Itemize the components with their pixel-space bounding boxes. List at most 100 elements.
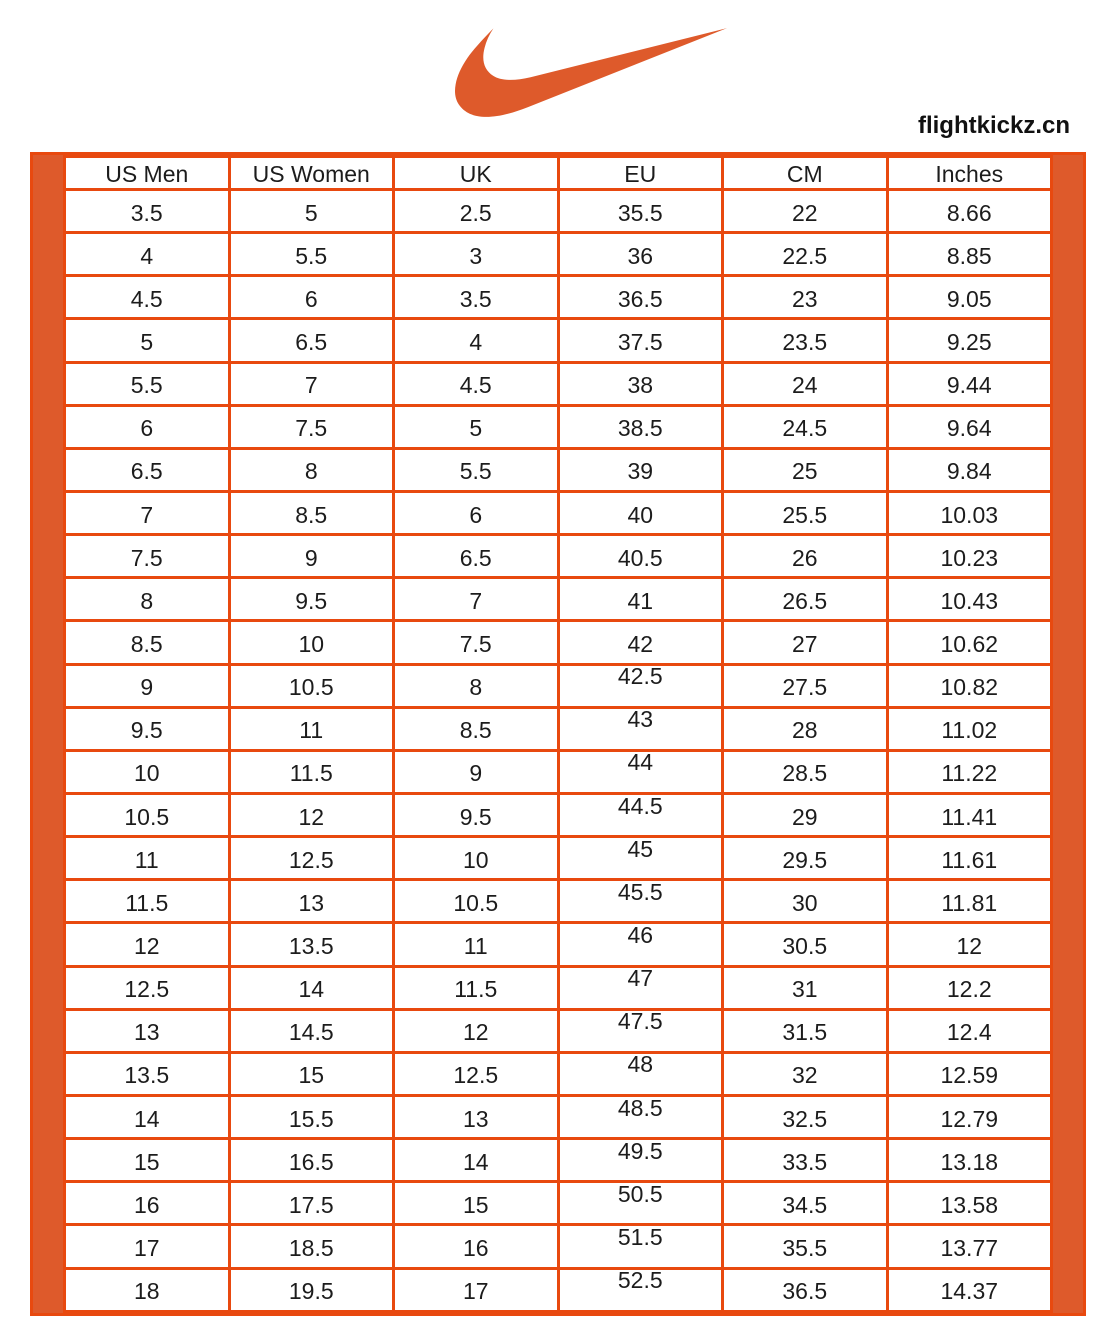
size-cell: 8.85 bbox=[885, 231, 1053, 278]
size-cell: 29.5 bbox=[721, 835, 889, 882]
size-cell: 15 bbox=[392, 1180, 560, 1227]
size-cell: 16 bbox=[392, 1223, 560, 1270]
size-cell: 46 bbox=[556, 921, 724, 968]
table-row: 4 5.5 3 36 22.5 8.85 bbox=[63, 231, 1053, 278]
size-cell: 24 bbox=[721, 360, 889, 407]
size-cell: 7 bbox=[63, 489, 231, 537]
size-cell: 28 bbox=[721, 705, 889, 752]
size-cell: 13.5 bbox=[227, 921, 395, 968]
table-row: 5 6.5 4 37.5 23.5 9.25 bbox=[63, 317, 1053, 364]
size-cell: 23.5 bbox=[721, 317, 889, 364]
table-row: 13 14.5 12 47.5 31.5 12.4 bbox=[63, 1007, 1053, 1054]
size-cell: 12.5 bbox=[392, 1050, 560, 1097]
size-cell: 8.66 bbox=[885, 187, 1053, 235]
size-chart: US Men US Women UK EU CM Inches 3.5 5 2.5 35.5 22… bbox=[30, 152, 1086, 1316]
size-cell: 11.22 bbox=[885, 748, 1053, 795]
size-cell: 9 bbox=[227, 533, 395, 580]
table-row: 17 18.5 16 51.5 35.5 13.77 bbox=[63, 1223, 1053, 1270]
size-cell: 12.2 bbox=[885, 964, 1053, 1011]
size-cell: 18 bbox=[63, 1266, 231, 1314]
size-cell: 6 bbox=[63, 403, 231, 450]
size-cell: 17 bbox=[63, 1223, 231, 1270]
size-cell: 16 bbox=[63, 1180, 231, 1227]
size-cell: 11.5 bbox=[392, 964, 560, 1011]
table-row: 15 16.5 14 49.5 33.5 13.18 bbox=[63, 1137, 1053, 1184]
size-cell: 26.5 bbox=[721, 576, 889, 623]
size-cell: 35.5 bbox=[721, 1223, 889, 1270]
size-cell: 7 bbox=[227, 360, 395, 407]
size-conversion-table: US Men US Women UK EU CM Inches 3.5 5 2.5 35.5 22… bbox=[63, 155, 1053, 1314]
size-cell: 34.5 bbox=[721, 1180, 889, 1227]
size-cell: 11.5 bbox=[63, 878, 231, 925]
size-cell: 43 bbox=[556, 705, 724, 752]
size-cell: 42 bbox=[556, 619, 724, 666]
size-cell: 11 bbox=[63, 835, 231, 882]
size-cell: 10 bbox=[63, 748, 231, 795]
size-cell: 45.5 bbox=[556, 878, 724, 925]
table-body: 3.5 5 2.5 35.5 22 8.66 4 5.5 3 36 22.5 8.85 4.5 6 3.5 3… bbox=[63, 187, 1053, 1314]
size-cell: 18.5 bbox=[227, 1223, 395, 1270]
size-cell: 42.5 bbox=[556, 662, 724, 709]
size-cell: 35.5 bbox=[556, 187, 724, 235]
size-cell: 10 bbox=[392, 835, 560, 882]
size-cell: 22.5 bbox=[721, 231, 889, 278]
size-cell: 13 bbox=[227, 878, 395, 925]
size-cell: 6.5 bbox=[227, 317, 395, 364]
size-cell: 39 bbox=[556, 446, 724, 493]
size-cell: 38 bbox=[556, 360, 724, 407]
table-row: 11.5 13 10.5 45.5 30 11.81 bbox=[63, 878, 1053, 925]
size-cell: 12 bbox=[63, 921, 231, 968]
size-cell: 12.59 bbox=[885, 1050, 1053, 1097]
size-cell: 38.5 bbox=[556, 403, 724, 450]
table-row: 11 12.5 10 45 29.5 11.61 bbox=[63, 835, 1053, 882]
size-cell: 12 bbox=[227, 791, 395, 839]
size-cell: 31 bbox=[721, 964, 889, 1011]
size-cell: 5 bbox=[227, 187, 395, 235]
size-cell: 48.5 bbox=[556, 1093, 724, 1141]
size-cell: 3 bbox=[392, 231, 560, 278]
right-accent-bar bbox=[1053, 155, 1083, 1313]
size-cell: 25 bbox=[721, 446, 889, 493]
column-header: CM bbox=[721, 155, 889, 191]
size-cell: 9 bbox=[63, 662, 231, 709]
size-cell: 40 bbox=[556, 489, 724, 537]
size-cell: 12 bbox=[885, 921, 1053, 968]
size-cell: 50.5 bbox=[556, 1180, 724, 1227]
table-row: 14 15.5 13 48.5 32.5 12.79 bbox=[63, 1093, 1053, 1141]
table-row: 13.5 15 12.5 48 32 12.59 bbox=[63, 1050, 1053, 1097]
size-cell: 8 bbox=[392, 662, 560, 709]
size-cell: 4.5 bbox=[63, 274, 231, 321]
size-cell: 6 bbox=[227, 274, 395, 321]
size-cell: 24.5 bbox=[721, 403, 889, 450]
size-cell: 2.5 bbox=[392, 187, 560, 235]
size-cell: 7.5 bbox=[392, 619, 560, 666]
size-cell: 13.5 bbox=[63, 1050, 231, 1097]
table-row: 4.5 6 3.5 36.5 23 9.05 bbox=[63, 274, 1053, 321]
size-cell: 36.5 bbox=[721, 1266, 889, 1314]
size-cell: 48 bbox=[556, 1050, 724, 1097]
size-cell: 11.81 bbox=[885, 878, 1053, 925]
size-cell: 10.82 bbox=[885, 662, 1053, 709]
table-row: 18 19.5 17 52.5 36.5 14.37 bbox=[63, 1266, 1053, 1314]
size-cell: 9 bbox=[392, 748, 560, 795]
size-cell: 29 bbox=[721, 791, 889, 839]
table-row: 10 11.5 9 44 28.5 11.22 bbox=[63, 748, 1053, 795]
size-cell: 12.5 bbox=[227, 835, 395, 882]
size-cell: 10.43 bbox=[885, 576, 1053, 623]
size-cell: 11.5 bbox=[227, 748, 395, 795]
size-cell: 27.5 bbox=[721, 662, 889, 709]
size-cell: 9.5 bbox=[392, 791, 560, 839]
size-cell: 9.25 bbox=[885, 317, 1053, 364]
size-cell: 36.5 bbox=[556, 274, 724, 321]
size-cell: 30.5 bbox=[721, 921, 889, 968]
size-cell: 5 bbox=[63, 317, 231, 364]
column-header: US Women bbox=[227, 155, 395, 191]
size-cell: 13.58 bbox=[885, 1180, 1053, 1227]
table-row: 9.5 11 8.5 43 28 11.02 bbox=[63, 705, 1053, 752]
table-row: 5.5 7 4.5 38 24 9.44 bbox=[63, 360, 1053, 407]
size-cell: 14 bbox=[63, 1093, 231, 1141]
size-cell: 6 bbox=[392, 489, 560, 537]
size-cell: 13 bbox=[63, 1007, 231, 1054]
size-cell: 14.37 bbox=[885, 1266, 1053, 1314]
table-row: 7 8.5 6 40 25.5 10.03 bbox=[63, 489, 1053, 537]
